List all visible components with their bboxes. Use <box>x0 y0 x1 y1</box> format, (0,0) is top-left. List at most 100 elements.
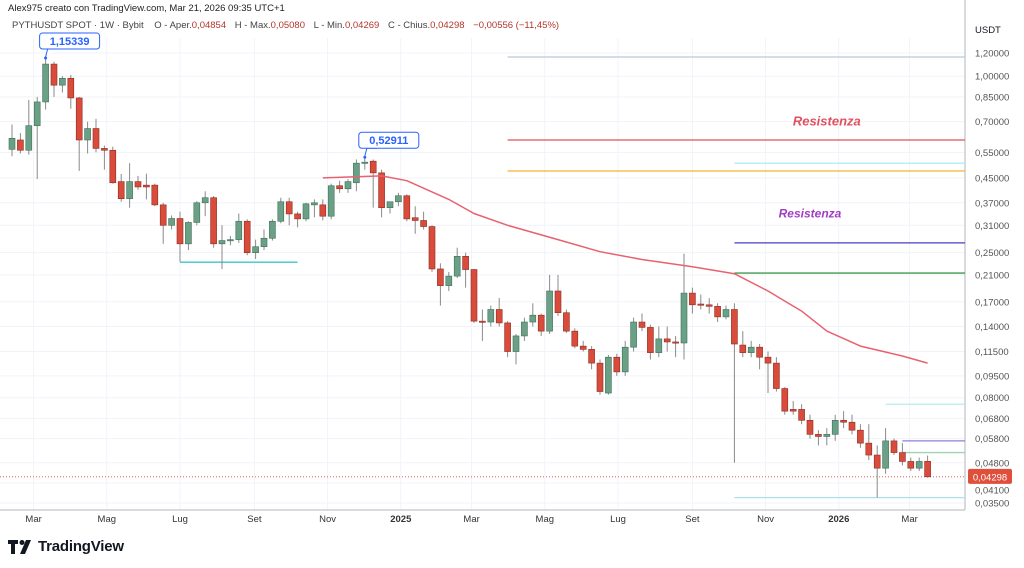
candle-body-down <box>336 185 343 190</box>
candle <box>84 121 91 154</box>
candle <box>495 298 503 327</box>
candle <box>92 118 100 153</box>
close-value: 0,04298 <box>430 20 465 31</box>
candle <box>512 333 520 365</box>
low-value: 0,04269 <box>344 20 380 31</box>
candle <box>252 239 259 259</box>
candle <box>126 163 133 208</box>
candle-body-up <box>655 338 663 353</box>
candle <box>428 225 436 272</box>
x-tick-label: 2026 <box>828 514 849 525</box>
candle-body-down <box>437 268 444 286</box>
x-tick-label: Nov <box>757 514 774 525</box>
candle <box>395 192 402 207</box>
candle-body-down <box>798 409 805 421</box>
candle <box>117 173 125 202</box>
candle-body-down <box>756 346 763 358</box>
candles <box>8 58 931 498</box>
candle <box>168 215 175 230</box>
candle-body-down <box>815 434 822 437</box>
candle-body-down <box>554 290 562 314</box>
candle <box>705 298 713 314</box>
candle <box>327 183 335 220</box>
candle-body-down <box>479 320 486 323</box>
candle-body-down <box>428 226 436 270</box>
candle-body-down <box>411 217 419 221</box>
candle-body-down <box>92 128 100 149</box>
candle <box>453 247 461 278</box>
candle-body-up <box>252 246 259 253</box>
candle <box>739 331 747 358</box>
candle-body-down <box>773 362 780 389</box>
candle <box>243 219 251 256</box>
candle-body-up <box>201 197 209 204</box>
callout-anchor <box>44 56 48 60</box>
candle-body-down <box>117 181 125 200</box>
candle <box>873 445 881 498</box>
x-tick-label: Nov <box>319 514 336 525</box>
tradingview-logo[interactable]: TradingView <box>8 538 124 555</box>
y-tick-label: 0,09500 <box>975 371 1009 382</box>
x-tick-label: Mar <box>463 514 479 525</box>
candle <box>773 357 780 392</box>
open-value: 0,04854 <box>191 20 227 31</box>
candle <box>210 196 217 248</box>
candle-body-up <box>84 128 91 141</box>
candle <box>504 321 511 358</box>
last-price-label: 0,04298 <box>973 472 1007 483</box>
candle <box>437 263 444 306</box>
candle <box>277 197 285 224</box>
candle-body-down <box>924 461 931 478</box>
candle-body-up <box>546 290 553 332</box>
x-tick-label: 2025 <box>390 514 412 525</box>
open-label: O - Aper. <box>154 20 192 31</box>
candle <box>50 61 58 97</box>
last-price-badge <box>968 468 1012 484</box>
candle-body-up <box>395 195 402 203</box>
y-tick-label: 0,85000 <box>975 92 1009 103</box>
candle <box>789 400 797 415</box>
candle-body-down <box>857 429 864 444</box>
symbol-info[interactable]: PYTHUSDT SPOT · 1W · Bybit <box>12 20 144 31</box>
logo-text: TradingView <box>38 538 124 555</box>
candle-body-up <box>235 220 243 240</box>
candle-body-down <box>151 184 159 206</box>
y-tick-label: 0,04100 <box>975 485 1009 496</box>
candle <box>907 457 915 471</box>
candle-body-down <box>134 181 142 188</box>
candle-body-down <box>285 201 293 215</box>
candle <box>8 124 16 157</box>
candle <box>218 225 226 269</box>
candle <box>756 344 763 370</box>
y-tick-label: 0,03500 <box>975 498 1009 509</box>
candle-body-up <box>487 309 495 323</box>
candle <box>159 202 167 244</box>
candle <box>638 313 646 332</box>
candle-body-down <box>638 321 646 328</box>
candle <box>294 211 301 228</box>
y-tick-label: 1,00000 <box>975 72 1009 83</box>
callout-box <box>358 131 420 149</box>
candle <box>823 428 831 446</box>
y-tick-label: 0,21000 <box>975 270 1009 281</box>
candle-body-up <box>621 346 629 373</box>
x-tick-label: Mar <box>901 514 917 525</box>
candle-body-down <box>739 344 747 353</box>
candle <box>386 201 394 214</box>
candle-body-down <box>890 440 898 453</box>
moving-average-line <box>322 175 928 364</box>
candle <box>269 219 276 241</box>
candle <box>915 457 923 471</box>
candle-body-down <box>319 204 327 217</box>
candle-body-up <box>126 181 133 200</box>
candle <box>546 274 553 334</box>
candle-body-down <box>75 97 83 141</box>
candle <box>319 199 327 221</box>
candle <box>470 268 478 323</box>
x-tick-label: Mag <box>536 514 554 525</box>
candle <box>596 359 604 395</box>
candle <box>185 221 192 251</box>
candle <box>101 145 108 170</box>
candle <box>537 313 545 336</box>
